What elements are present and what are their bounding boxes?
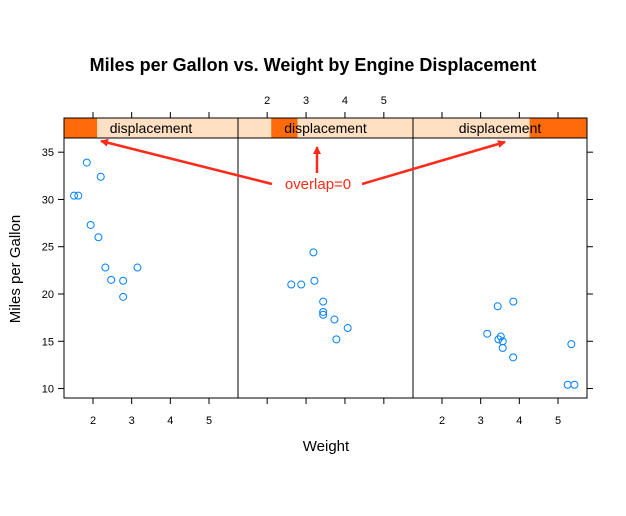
x-tick-label-1-3: 3 xyxy=(129,415,135,427)
x-tick-label-3-4: 4 xyxy=(516,415,522,427)
data-point-1-3 xyxy=(82,158,91,167)
y-tick-label-25: 25 xyxy=(42,242,54,254)
data-point-3-6 xyxy=(498,337,507,346)
annotation-arrow-1 xyxy=(100,138,273,186)
data-point-2-9 xyxy=(332,335,341,344)
y-tick-label-10: 10 xyxy=(42,384,54,396)
x-tick-label-top-2-2: 2 xyxy=(264,95,270,107)
x-tick-label-1-5: 5 xyxy=(206,415,212,427)
x-tick-label-top-2-3: 3 xyxy=(303,95,309,107)
data-point-2-3 xyxy=(309,248,318,257)
data-point-3-4 xyxy=(496,332,505,341)
y-axis-label: Miles per Gallon xyxy=(7,215,24,323)
data-point-1-7 xyxy=(101,263,110,272)
data-point-2-6 xyxy=(319,310,328,319)
y-tick-label-30: 30 xyxy=(42,194,54,206)
data-point-1-1 xyxy=(70,191,79,200)
y-tick-label-20: 20 xyxy=(42,289,54,301)
data-point-3-3 xyxy=(494,335,503,344)
data-point-1-5 xyxy=(94,233,103,242)
data-point-2-7 xyxy=(319,307,328,316)
x-tick-label-1-4: 4 xyxy=(167,415,173,427)
data-point-3-10 xyxy=(567,340,576,349)
annotation-text: overlap=0 xyxy=(285,176,351,193)
data-point-2-5 xyxy=(319,297,328,306)
data-point-2-2 xyxy=(297,280,306,289)
data-point-2-1 xyxy=(287,280,296,289)
x-tick-label-top-2-4: 4 xyxy=(342,95,348,107)
data-point-2-10 xyxy=(343,324,352,333)
chart-title: Miles per Gallon vs. Weight by Engine Di… xyxy=(90,55,537,75)
x-tick-label-top-2-5: 5 xyxy=(381,95,387,107)
x-tick-label-3-2: 2 xyxy=(439,415,445,427)
data-point-1-2 xyxy=(74,191,83,200)
y-tick-label-35: 35 xyxy=(42,147,54,159)
strip-range-1 xyxy=(64,118,98,138)
x-tick-label-3-5: 5 xyxy=(555,415,561,427)
panel-frame-1 xyxy=(63,137,239,399)
x-tick-label-1-2: 2 xyxy=(90,415,96,427)
data-point-1-6 xyxy=(96,172,105,181)
strip-range-3 xyxy=(529,118,587,138)
data-point-3-7 xyxy=(509,353,518,362)
data-point-3-9 xyxy=(563,380,572,389)
data-point-3-1 xyxy=(483,329,492,338)
strip-label-2: displacement xyxy=(284,120,367,136)
annotation-arrow-3 xyxy=(361,140,506,186)
x-axis-label: Weight xyxy=(303,438,350,455)
data-point-2-8 xyxy=(330,315,339,324)
strip-label-1: displacement xyxy=(110,120,193,136)
data-point-1-4 xyxy=(86,220,95,229)
x-tick-label-3-3: 3 xyxy=(478,415,484,427)
strip-range-2 xyxy=(271,118,298,138)
y-tick-label-15: 15 xyxy=(42,336,54,348)
annotation-background xyxy=(276,173,358,195)
data-point-1-8 xyxy=(107,275,116,284)
strip-background-1 xyxy=(64,118,238,138)
strip-label-3: displacement xyxy=(459,120,542,136)
data-point-2-4 xyxy=(310,276,319,285)
data-point-1-10 xyxy=(119,292,128,301)
data-point-1-11 xyxy=(133,263,142,272)
data-point-3-11 xyxy=(570,380,579,389)
data-point-3-5 xyxy=(498,343,507,352)
data-point-3-2 xyxy=(493,302,502,311)
data-point-3-8 xyxy=(509,297,518,306)
annotation-layer: overlap=0 xyxy=(100,138,506,195)
panels-layer: displacement displacement displacement 10 15… xyxy=(42,95,593,427)
panel-frame-3 xyxy=(412,137,588,399)
data-point-1-9 xyxy=(119,276,128,285)
